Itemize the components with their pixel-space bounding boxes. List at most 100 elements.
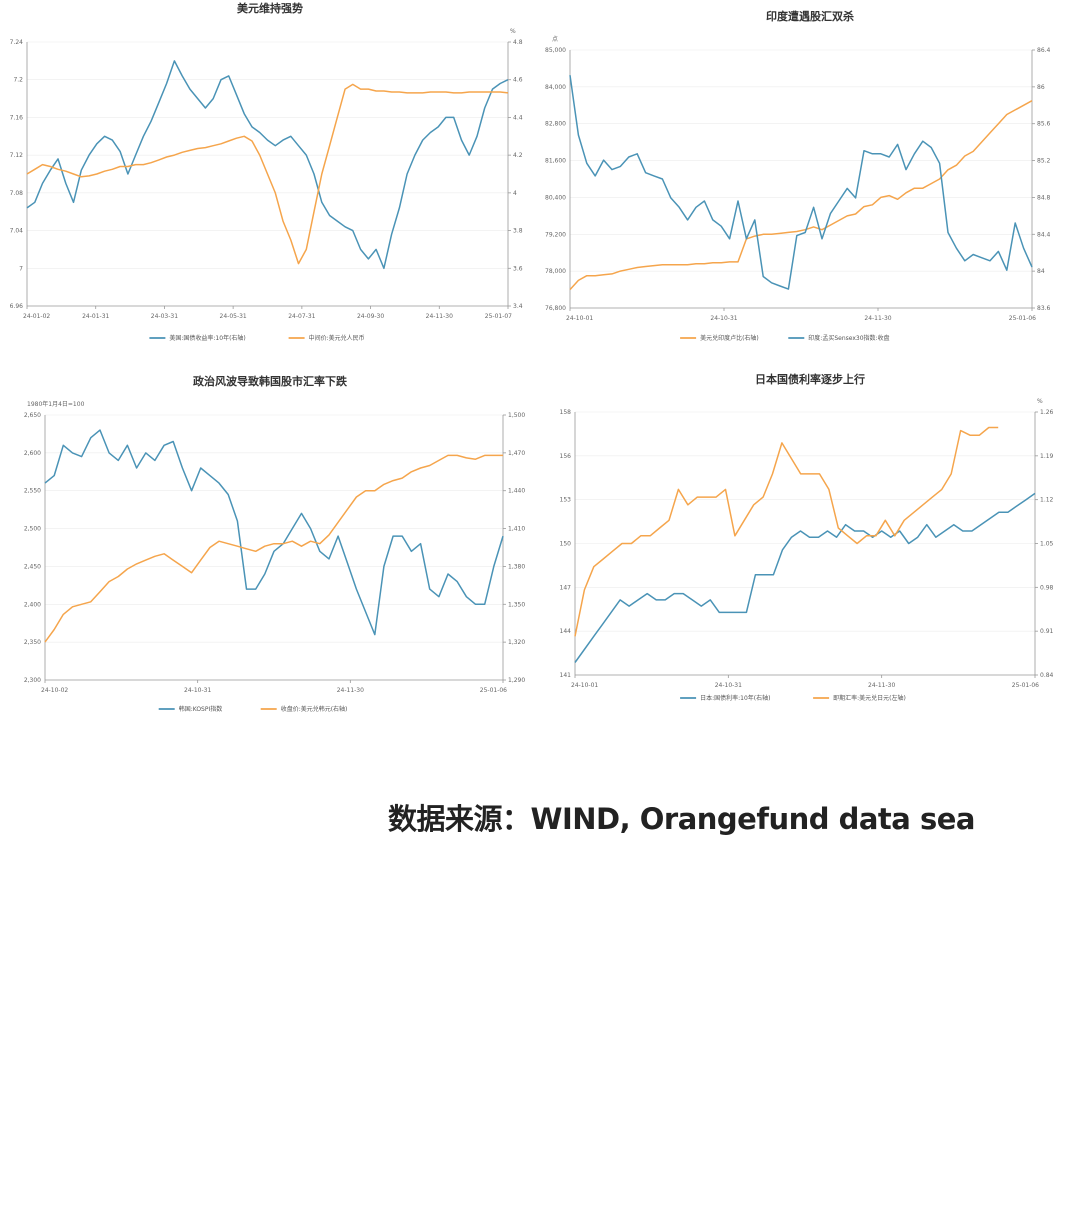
chart-panel-usd: 美元维持强势% 7.24 7.2 7.16 7.12 7.08 7.04 7 6.96 4.8 4.… (0, 0, 540, 350)
x-tick-label: 24-10-02 (41, 687, 68, 694)
chart-panel-korea: 政治风波导致韩国股市汇率下跌 1980年1月4日=100 2,650 2,600 2,5… (0, 365, 540, 725)
chart-japan-yield: 日本国债利率逐步上行% 158 156 153 150 147 144 141 1.26 1.19… (560, 372, 1054, 702)
series-line-1 (44, 429, 504, 636)
x-tick-label: 25-01-07 (485, 313, 512, 320)
right-axis-unit: % (510, 28, 516, 35)
legend-label: 印度:孟买Sensex30指数:收盘 (808, 334, 889, 342)
right-tick-label: 84 (1037, 268, 1045, 275)
right-tick-label: 85.6 (1037, 121, 1051, 128)
right-tick-label: 0.84 (1040, 672, 1054, 679)
right-axis-unit: % (1037, 398, 1043, 405)
series-line-2 (26, 83, 509, 265)
left-tick-label: 2,400 (24, 601, 41, 608)
legend-label: 中间价:美元兑人民币 (309, 334, 365, 342)
left-tick-label: 7 (19, 265, 23, 272)
left-tick-label: 85,000 (545, 47, 566, 54)
left-tick-label: 2,450 (24, 563, 41, 570)
chart-title: 印度遭遇股汇双杀 (766, 9, 854, 23)
left-tick-label: 79,200 (545, 231, 566, 238)
right-tick-label: 1,440 (508, 488, 525, 495)
right-tick-label: 4.4 (513, 114, 523, 121)
left-tick-label: 7.12 (10, 152, 24, 159)
x-tick-label: 24-11-30 (337, 687, 364, 694)
legend-label: 即期汇率:美元兑日元(左轴) (833, 694, 906, 702)
right-tick-label: 4.6 (513, 77, 523, 84)
left-tick-label: 150 (560, 541, 572, 548)
right-tick-label: 4.8 (513, 39, 523, 46)
right-tick-label: 3.8 (513, 228, 523, 235)
chart-panel-india: 印度遭遇股汇双杀点 85,000 84,000 82,800 81,600 80,400 7… (540, 0, 1080, 350)
legend-label: 收盘价:美元兑韩元(右轴) (281, 705, 348, 713)
right-tick-label: 1,500 (508, 412, 525, 419)
left-tick-label: 82,800 (545, 121, 566, 128)
right-tick-label: 1,470 (508, 450, 525, 457)
x-tick-label: 24-03-31 (151, 313, 178, 320)
series-line-1 (26, 60, 509, 270)
chart-korea-stock-fx: 政治风波导致韩国股市汇率下跌 1980年1月4日=100 2,650 2,600 2,5… (24, 374, 526, 713)
right-tick-label: 0.98 (1040, 584, 1054, 591)
x-tick-label: 24-11-30 (868, 682, 895, 689)
legend-label: 韩国:KOSPI指数 (179, 705, 223, 713)
right-tick-label: 1.05 (1040, 541, 1054, 548)
legend-label: 日本:国债利率:10年(右轴) (700, 694, 770, 702)
left-tick-label: 80,400 (545, 194, 566, 201)
legend-label: 美元兑印度卢比(右轴) (700, 334, 759, 342)
x-tick-label: 24-05-31 (220, 313, 247, 320)
left-tick-label: 2,600 (24, 450, 41, 457)
left-tick-label: 147 (560, 584, 572, 591)
right-tick-label: 85.2 (1037, 158, 1051, 165)
right-tick-label: 1.12 (1040, 497, 1054, 504)
left-tick-label: 84,000 (545, 84, 566, 91)
x-tick-label: 24-11-30 (864, 315, 891, 322)
left-tick-label: 81,600 (545, 158, 566, 165)
right-tick-label: 84.4 (1037, 231, 1051, 238)
right-tick-label: 1,320 (508, 639, 525, 646)
left-tick-label: 78,000 (545, 268, 566, 275)
x-tick-label: 24-10-31 (184, 687, 211, 694)
x-tick-label: 25-01-06 (1009, 315, 1036, 322)
chart-panel-japan: 日本国债利率逐步上行% 158 156 153 150 147 144 141 1.26 1.19… (540, 365, 1080, 725)
left-tick-label: 2,500 (24, 526, 41, 533)
left-tick-label: 7.08 (10, 190, 24, 197)
right-tick-label: 4.2 (513, 152, 523, 159)
left-tick-label: 153 (560, 497, 572, 504)
x-tick-label: 24-11-30 (426, 313, 453, 320)
x-tick-label: 24-09-30 (357, 313, 384, 320)
right-tick-label: 1,380 (508, 563, 525, 570)
series-line-2 (44, 454, 503, 643)
x-tick-label: 24-01-31 (82, 313, 109, 320)
left-tick-label: 7.24 (10, 39, 24, 46)
data-source-note: 数据来源：WIND, Orangefund data sea (388, 802, 975, 836)
x-tick-label: 24-01-02 (23, 313, 50, 320)
x-tick-label: 24-10-01 (566, 315, 593, 322)
right-tick-label: 3.4 (513, 303, 523, 310)
x-tick-label: 24-10-01 (571, 682, 598, 689)
x-tick-label: 24-10-31 (715, 682, 742, 689)
right-tick-label: 3.6 (513, 265, 523, 272)
legend-label: 美国:国债收益率:10年(右轴) (169, 334, 245, 342)
x-tick-label: 25-01-06 (1012, 682, 1039, 689)
series-line-2 (569, 75, 1033, 290)
right-tick-label: 1,290 (508, 677, 525, 684)
right-tick-label: 86 (1037, 84, 1045, 91)
left-tick-label: 2,350 (24, 639, 41, 646)
left-axis-unit: 1980年1月4日=100 (27, 400, 85, 408)
chart-title: 美元维持强势 (237, 1, 303, 15)
left-tick-label: 144 (560, 628, 572, 635)
left-axis-unit: 点 (552, 35, 558, 43)
right-tick-label: 1.19 (1040, 453, 1054, 460)
x-tick-label: 25-01-06 (480, 687, 507, 694)
left-tick-label: 158 (560, 409, 572, 416)
series-line-2 (574, 426, 999, 637)
x-tick-label: 24-10-31 (710, 315, 737, 322)
left-tick-label: 7.04 (10, 228, 24, 235)
left-tick-label: 6.96 (10, 303, 24, 310)
right-tick-label: 1,410 (508, 526, 525, 533)
left-tick-label: 141 (560, 672, 572, 679)
left-tick-label: 2,650 (24, 412, 41, 419)
chart-usd-strength: 美元维持强势% 7.24 7.2 7.16 7.12 7.08 7.04 7 6.96 4.8 4.… (10, 1, 523, 342)
right-tick-label: 1,350 (508, 601, 525, 608)
right-tick-label: 1.26 (1040, 409, 1054, 416)
left-tick-label: 2,300 (24, 677, 41, 684)
